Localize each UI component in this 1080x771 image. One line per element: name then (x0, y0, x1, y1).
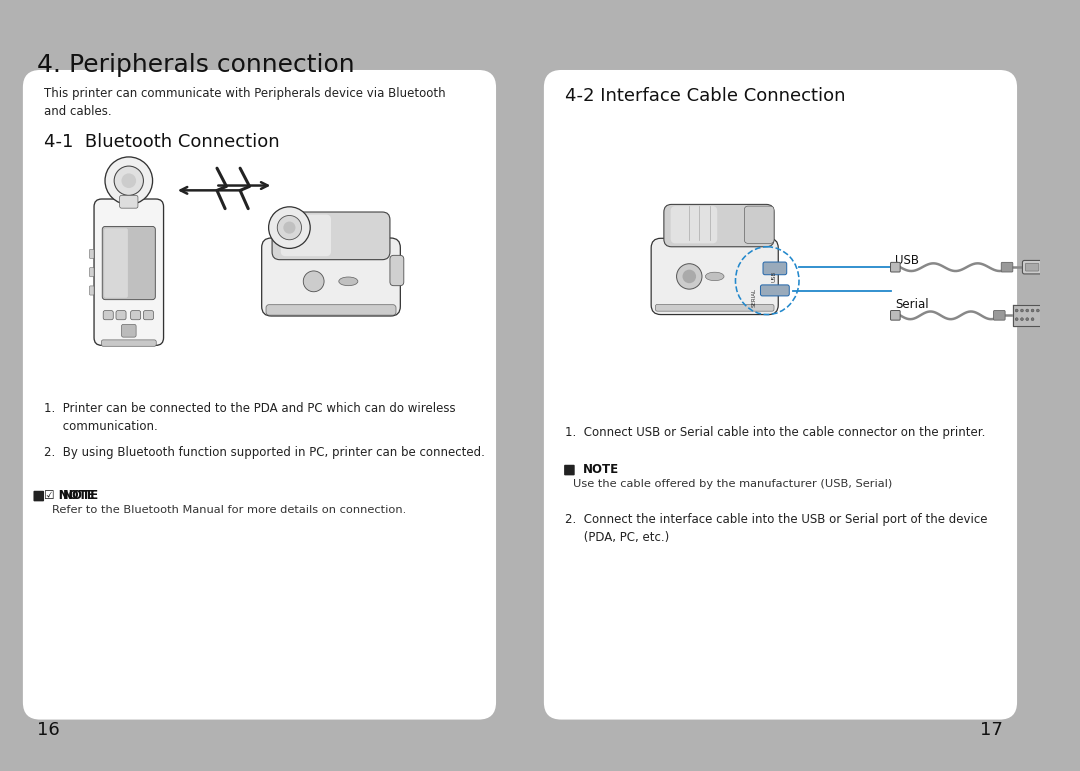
FancyBboxPatch shape (102, 340, 157, 346)
Circle shape (1031, 309, 1034, 312)
Text: USB: USB (771, 271, 777, 282)
FancyBboxPatch shape (762, 262, 786, 274)
Circle shape (1015, 318, 1018, 321)
Circle shape (105, 157, 152, 204)
Circle shape (121, 173, 136, 188)
Text: 17: 17 (981, 722, 1003, 739)
Circle shape (269, 207, 310, 248)
FancyBboxPatch shape (1001, 262, 1013, 272)
Text: This printer can communicate with Peripherals device via Bluetooth
and cables.: This printer can communicate with Periph… (44, 87, 446, 118)
FancyBboxPatch shape (144, 311, 153, 320)
Circle shape (114, 166, 144, 195)
FancyBboxPatch shape (390, 255, 404, 286)
FancyBboxPatch shape (1025, 264, 1039, 271)
Circle shape (676, 264, 702, 289)
Circle shape (683, 270, 697, 283)
Text: Serial: Serial (895, 298, 929, 311)
FancyBboxPatch shape (744, 206, 774, 244)
Text: SERIAL: SERIAL (752, 288, 756, 307)
Text: NOTE: NOTE (582, 463, 619, 476)
FancyBboxPatch shape (90, 249, 94, 258)
FancyBboxPatch shape (90, 286, 94, 295)
FancyBboxPatch shape (651, 238, 779, 315)
Text: NOTE: NOTE (64, 489, 99, 502)
FancyBboxPatch shape (104, 228, 127, 298)
FancyBboxPatch shape (121, 325, 136, 337)
Circle shape (1037, 309, 1039, 312)
Circle shape (283, 221, 296, 234)
FancyBboxPatch shape (760, 285, 789, 296)
FancyBboxPatch shape (994, 311, 1005, 320)
Text: 4-2 Interface Cable Connection: 4-2 Interface Cable Connection (565, 87, 846, 106)
Circle shape (303, 271, 324, 291)
Circle shape (1026, 318, 1029, 321)
Text: 1.  Printer can be connected to the PDA and PC which can do wireless
     commun: 1. Printer can be connected to the PDA a… (44, 402, 456, 433)
FancyBboxPatch shape (664, 204, 774, 247)
Text: 2.  By using Bluetooth function supported in PC, printer can be connected.: 2. By using Bluetooth function supported… (44, 446, 485, 459)
FancyBboxPatch shape (116, 311, 126, 320)
Text: USB: USB (895, 254, 919, 267)
FancyBboxPatch shape (94, 199, 163, 345)
FancyBboxPatch shape (1023, 261, 1042, 274)
Circle shape (1021, 318, 1024, 321)
Circle shape (1031, 318, 1034, 321)
FancyBboxPatch shape (23, 70, 496, 719)
FancyBboxPatch shape (103, 227, 156, 300)
Ellipse shape (339, 277, 357, 286)
Text: Refer to the Bluetooth Manual for more details on connection.: Refer to the Bluetooth Manual for more d… (52, 505, 406, 515)
FancyBboxPatch shape (131, 311, 140, 320)
Text: 4. Peripherals connection: 4. Peripherals connection (37, 53, 354, 77)
Circle shape (1021, 309, 1024, 312)
FancyBboxPatch shape (544, 70, 1017, 719)
Text: 16: 16 (37, 722, 59, 739)
Circle shape (1015, 309, 1018, 312)
FancyBboxPatch shape (272, 212, 390, 260)
FancyBboxPatch shape (120, 195, 138, 208)
FancyBboxPatch shape (891, 262, 900, 272)
Text: 1.  Connect USB or Serial cable into the cable connector on the printer.: 1. Connect USB or Serial cable into the … (565, 426, 985, 439)
FancyBboxPatch shape (33, 491, 44, 501)
FancyBboxPatch shape (891, 311, 900, 320)
FancyBboxPatch shape (90, 268, 94, 277)
FancyBboxPatch shape (266, 305, 396, 315)
FancyBboxPatch shape (104, 311, 113, 320)
FancyBboxPatch shape (281, 214, 330, 256)
Text: 2.  Connect the interface cable into the USB or Serial port of the device
     (: 2. Connect the interface cable into the … (565, 513, 987, 544)
Text: 4-1  Bluetooth Connection: 4-1 Bluetooth Connection (44, 133, 280, 150)
FancyBboxPatch shape (261, 238, 401, 316)
Text: ☑ NOTE: ☑ NOTE (44, 489, 95, 502)
FancyBboxPatch shape (671, 206, 717, 244)
FancyBboxPatch shape (656, 305, 774, 311)
Circle shape (278, 215, 301, 240)
FancyBboxPatch shape (564, 465, 575, 476)
Ellipse shape (705, 272, 724, 281)
Circle shape (1026, 309, 1029, 312)
Text: Use the cable offered by the manufacturer (USB, Serial): Use the cable offered by the manufacture… (572, 480, 892, 490)
Polygon shape (1013, 305, 1043, 326)
